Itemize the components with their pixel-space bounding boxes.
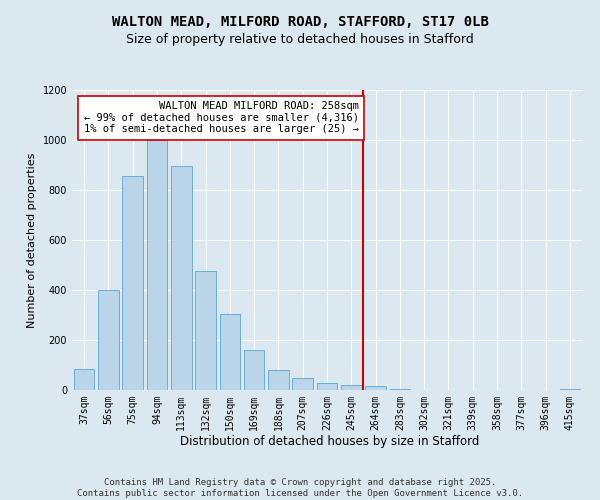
Bar [74, 369, 94, 390]
Bar [341, 385, 362, 390]
Bar [195, 271, 216, 390]
Bar [171, 166, 191, 390]
Text: Distribution of detached houses by size in Stafford: Distribution of detached houses by size … [181, 435, 479, 448]
Bar [244, 350, 265, 390]
Bar [146, 140, 167, 390]
Text: WALTON MEAD MILFORD ROAD: 258sqm
← 99% of detached houses are smaller (4,316)
1%: WALTON MEAD MILFORD ROAD: 258sqm ← 99% o… [83, 101, 359, 134]
Bar [292, 378, 313, 390]
Bar [122, 176, 143, 390]
Bar [365, 386, 386, 390]
Bar [220, 314, 240, 390]
Bar [317, 382, 337, 390]
Bar [389, 389, 410, 390]
Text: Size of property relative to detached houses in Stafford: Size of property relative to detached ho… [126, 32, 474, 46]
Bar [98, 290, 119, 390]
Bar [560, 389, 580, 390]
Text: Contains HM Land Registry data © Crown copyright and database right 2025.
Contai: Contains HM Land Registry data © Crown c… [77, 478, 523, 498]
Bar [268, 370, 289, 390]
Y-axis label: Number of detached properties: Number of detached properties [27, 152, 37, 328]
Text: WALTON MEAD, MILFORD ROAD, STAFFORD, ST17 0LB: WALTON MEAD, MILFORD ROAD, STAFFORD, ST1… [112, 15, 488, 29]
